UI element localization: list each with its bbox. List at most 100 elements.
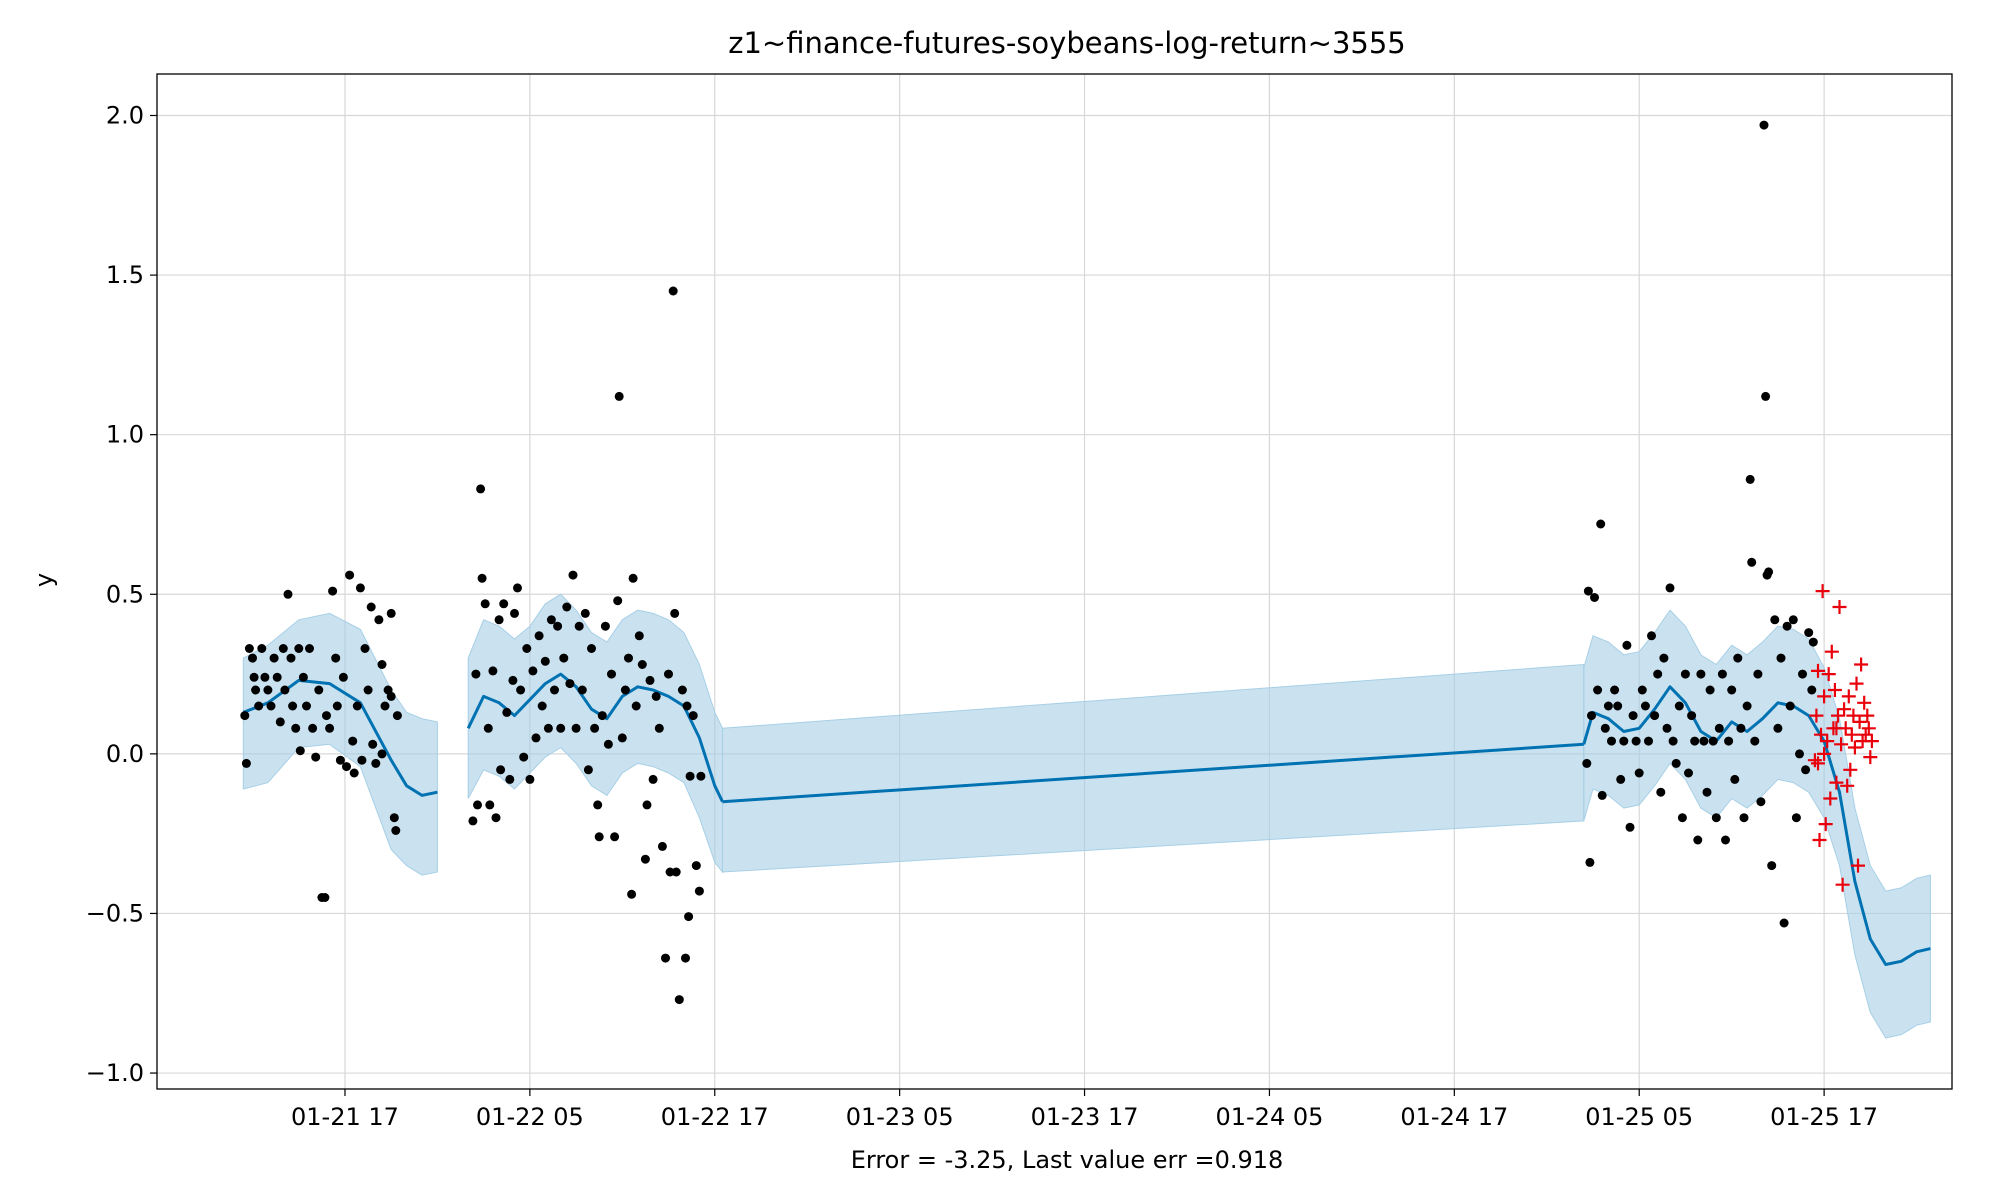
chart-title: z1~finance-futures-soybeans-log-return~3… xyxy=(728,26,1406,60)
holdout-point xyxy=(1843,762,1858,777)
observed-point xyxy=(1776,653,1786,663)
observed-point xyxy=(534,631,544,641)
observed-point xyxy=(374,615,384,625)
observed-point xyxy=(522,644,532,653)
observed-point xyxy=(1699,736,1709,746)
holdout-point xyxy=(1809,708,1824,723)
observed-point xyxy=(502,707,512,717)
observed-point xyxy=(1724,736,1734,746)
observed-point xyxy=(1764,567,1774,577)
observed-point xyxy=(1730,774,1740,784)
holdout-point xyxy=(1846,708,1861,723)
observed-point xyxy=(600,621,610,631)
observed-point xyxy=(1622,640,1632,650)
observed-point xyxy=(559,653,569,663)
observed-point xyxy=(1804,628,1814,638)
y-tick-label: 2.0 xyxy=(106,101,144,129)
observed-point xyxy=(240,711,250,721)
observed-point xyxy=(357,755,367,765)
observed-point xyxy=(531,733,541,743)
observed-point xyxy=(1582,758,1592,768)
observed-point xyxy=(571,723,581,733)
observed-point xyxy=(496,765,506,775)
observed-point xyxy=(360,644,370,653)
observed-point xyxy=(366,602,376,612)
holdout-point xyxy=(1847,740,1862,755)
forecast-line-segment xyxy=(1582,685,1931,966)
observed-point xyxy=(391,826,401,835)
observed-point xyxy=(477,573,487,583)
observed-point xyxy=(640,854,650,864)
observed-point xyxy=(580,608,590,618)
x-axis: 01-21 17 01-22 05 01-22 17 01-23 05 01-23 17… xyxy=(291,1089,1878,1131)
observed-point xyxy=(562,602,572,612)
forecast-line-segment xyxy=(722,742,1584,804)
observed-point xyxy=(338,672,348,682)
observed-point xyxy=(308,723,318,733)
observed-point xyxy=(363,685,373,695)
observed-point xyxy=(368,739,378,749)
holdout-point xyxy=(1861,721,1876,736)
holdout-point xyxy=(1858,727,1873,742)
holdout-point xyxy=(1840,778,1855,793)
observed-point xyxy=(1721,835,1730,845)
observed-point xyxy=(1680,669,1690,679)
observed-point xyxy=(1662,723,1672,733)
observed-point xyxy=(510,608,519,618)
observed-point xyxy=(1702,787,1712,797)
observed-point xyxy=(1759,120,1769,130)
holdout-point xyxy=(1852,714,1867,729)
observed-point xyxy=(1659,653,1669,663)
observed-point xyxy=(1674,701,1684,711)
holdout-point xyxy=(1844,727,1859,742)
observed-point xyxy=(1745,474,1755,484)
observed-point xyxy=(1747,557,1757,567)
observed-point xyxy=(1677,813,1687,823)
observed-point xyxy=(617,733,627,743)
observed-point xyxy=(491,813,501,823)
observed-point xyxy=(320,893,330,902)
observed-point xyxy=(685,771,695,781)
y-tick-label: −1.0 xyxy=(86,1059,144,1087)
observed-point xyxy=(371,758,381,768)
observed-point xyxy=(1613,701,1623,711)
observed-point xyxy=(537,701,547,711)
observed-point xyxy=(682,701,692,711)
observed-point xyxy=(485,800,495,810)
observed-point xyxy=(1711,813,1721,823)
observed-point xyxy=(628,573,638,583)
observed-point xyxy=(1640,701,1650,711)
observed-point xyxy=(241,758,251,768)
observed-point xyxy=(648,774,658,784)
holdout-point xyxy=(1841,689,1856,704)
observed-point xyxy=(499,599,509,609)
observed-point xyxy=(1727,685,1737,695)
observed-point xyxy=(1782,621,1792,631)
holdout-point xyxy=(1860,708,1875,723)
holdout-point xyxy=(1812,833,1827,847)
observed-point xyxy=(516,685,526,695)
observed-point xyxy=(325,723,335,733)
observed-point xyxy=(613,596,623,606)
x-tick-label: 01-25 05 xyxy=(1585,1103,1693,1131)
observed-point xyxy=(335,755,345,765)
observed-point xyxy=(249,672,259,682)
observed-point xyxy=(597,711,607,721)
holdout-point xyxy=(1824,644,1839,659)
observed-point xyxy=(1705,685,1715,695)
observed-point xyxy=(1684,768,1693,778)
observed-point xyxy=(645,675,655,685)
observed-point xyxy=(1610,685,1620,695)
observed-point xyxy=(494,615,504,625)
holdout-point xyxy=(1831,708,1845,723)
observed-point xyxy=(1616,774,1626,784)
observed-point xyxy=(1665,583,1675,593)
observed-point xyxy=(1791,813,1801,823)
observed-point xyxy=(1770,615,1780,625)
observed-point xyxy=(654,723,664,733)
observed-point xyxy=(1590,593,1599,602)
observed-point xyxy=(1653,669,1663,679)
observed-point xyxy=(377,749,387,759)
observed-point xyxy=(1750,736,1760,746)
